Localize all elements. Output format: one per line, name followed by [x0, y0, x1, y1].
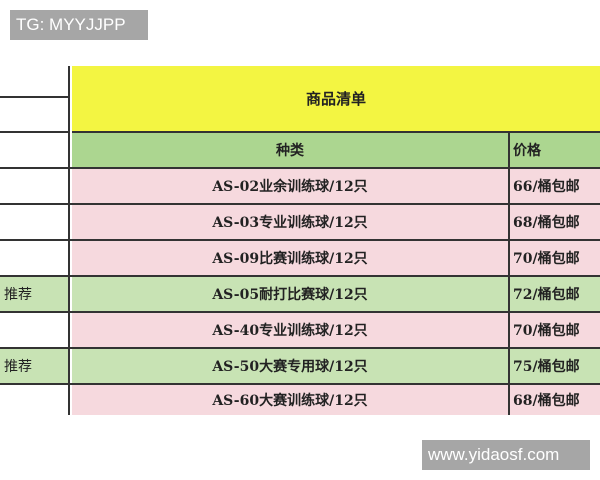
product-price: 68/桶包邮 [510, 205, 600, 239]
tag-cell [0, 205, 70, 239]
product-price: 70/桶包邮 [510, 241, 600, 275]
product-name: AS-50大赛专用球/12只 [72, 349, 510, 383]
table-row: AS-02业余训练球/12只 66/桶包邮 [0, 169, 600, 205]
table-row: AS-03专业训练球/12只 68/桶包邮 [0, 205, 600, 241]
table-row: AS-40专业训练球/12只 70/桶包邮 [0, 313, 600, 349]
table-title: 商品清单 [72, 66, 600, 133]
watermark-site: www.yidaosf.com [422, 440, 590, 470]
tag-cell [0, 385, 70, 415]
tag-cell: 推荐 [0, 277, 70, 311]
blank-cell [0, 98, 70, 133]
tag-cell [0, 313, 70, 347]
product-price: 70/桶包邮 [510, 313, 600, 347]
table-row: 推荐 AS-05耐打比赛球/12只 72/桶包邮 [0, 277, 600, 313]
table-row: 推荐 AS-50大赛专用球/12只 75/桶包邮 [0, 349, 600, 385]
product-name: AS-05耐打比赛球/12只 [72, 277, 510, 311]
blank-cell [0, 66, 70, 98]
product-price: 68/桶包邮 [510, 385, 600, 415]
product-price: 75/桶包邮 [510, 349, 600, 383]
header-row: 种类 价格 [0, 133, 600, 169]
blank-cell [0, 133, 70, 167]
table-row: AS-09比赛训练球/12只 70/桶包邮 [0, 241, 600, 277]
watermark-tg: TG: MYYJJPP [10, 10, 148, 40]
product-name: AS-09比赛训练球/12只 [72, 241, 510, 275]
product-price: 72/桶包邮 [510, 277, 600, 311]
tag-cell: 推荐 [0, 349, 70, 383]
tag-cell [0, 169, 70, 203]
header-name: 种类 [72, 133, 510, 167]
product-name: AS-60大赛训练球/12只 [72, 385, 510, 415]
table-row: AS-60大赛训练球/12只 68/桶包邮 [0, 385, 600, 415]
product-name: AS-40专业训练球/12只 [72, 313, 510, 347]
product-price: 66/桶包邮 [510, 169, 600, 203]
product-name: AS-02业余训练球/12只 [72, 169, 510, 203]
product-name: AS-03专业训练球/12只 [72, 205, 510, 239]
header-price: 价格 [510, 133, 600, 167]
tag-cell [0, 241, 70, 275]
